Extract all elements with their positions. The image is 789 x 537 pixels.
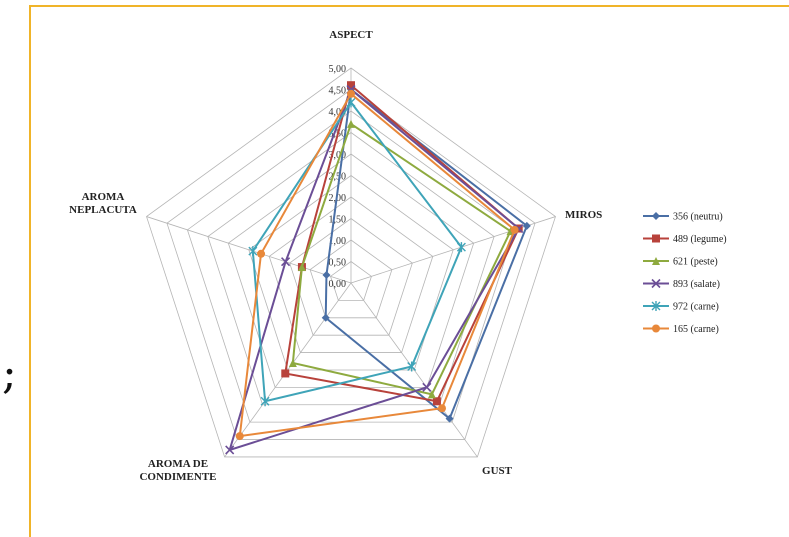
grid-ring	[289, 218, 413, 336]
axis-label: CONDIMENTE	[139, 471, 216, 483]
axis-label: ASPECT	[329, 29, 373, 41]
data-point	[225, 445, 235, 455]
tick-label: 2,50	[329, 172, 347, 183]
tick-label: 0,00	[329, 279, 347, 290]
series-line	[291, 122, 512, 396]
tick-label: 5,00	[329, 64, 347, 75]
grid-ring	[248, 175, 454, 371]
data-point	[522, 221, 531, 230]
axis-label: GUST	[482, 465, 513, 477]
axis-label: AROMA	[82, 191, 125, 203]
data-point	[257, 249, 266, 258]
data-point	[347, 81, 355, 90]
data-point	[347, 119, 355, 128]
data-point	[321, 313, 330, 322]
legend-label: 621 (peste)	[673, 257, 718, 268]
legend-label: 893 (salate)	[673, 279, 720, 290]
data-point	[437, 404, 446, 413]
tick-label: 1,50	[329, 215, 347, 226]
tick-label: 3,00	[329, 150, 347, 161]
data-point	[235, 432, 244, 441]
data-point	[288, 359, 297, 368]
grid-ring	[268, 196, 434, 353]
tick-label: 0,50	[329, 258, 347, 269]
legend-label: 356 (neutru)	[673, 212, 723, 223]
legend-marker	[652, 234, 660, 243]
legend-marker	[651, 278, 661, 289]
grid-ring	[207, 132, 495, 406]
page-text-fragment: ;	[2, 348, 17, 399]
data-point	[510, 225, 519, 234]
axis-label: MIROS	[565, 209, 602, 221]
axis-label: AROMA DE	[148, 458, 208, 470]
data-point	[456, 242, 466, 253]
legend-label: 489 (legume)	[673, 234, 727, 245]
data-point	[445, 414, 454, 423]
data-point	[281, 257, 291, 267]
frame-border-left	[29, 5, 31, 537]
data-point	[281, 369, 290, 378]
legend-label: 165 (carne)	[673, 324, 719, 335]
grid-ring	[330, 261, 372, 301]
data-point	[422, 382, 432, 392]
data-point	[347, 89, 355, 98]
axis-label: NEPLACUTA	[69, 204, 137, 216]
tick-label: 4,00	[329, 107, 347, 118]
series-line	[238, 92, 516, 438]
legend-marker	[652, 324, 660, 333]
tick-label: 1,00	[329, 236, 347, 247]
legend-marker	[652, 257, 660, 265]
grid-spoke	[146, 216, 352, 284]
data-point	[427, 390, 436, 399]
data-point	[297, 263, 306, 272]
frame-border-top	[29, 5, 789, 7]
data-point	[260, 396, 270, 407]
data-point	[322, 271, 331, 280]
grid-ring	[186, 110, 516, 423]
series-line	[251, 100, 463, 403]
series-line	[228, 87, 520, 452]
data-point	[248, 246, 258, 257]
grid-ring	[227, 153, 475, 388]
data-point	[407, 361, 417, 372]
grid-ring	[309, 239, 393, 319]
legend-label: 972 (carne)	[673, 302, 719, 313]
grid-ring	[166, 89, 536, 440]
legend-marker	[651, 301, 661, 311]
legend-marker	[652, 212, 660, 220]
tick-label: 4,50	[329, 86, 347, 97]
series-line	[324, 87, 529, 421]
grid-ring	[146, 67, 556, 458]
data-point	[432, 397, 441, 406]
